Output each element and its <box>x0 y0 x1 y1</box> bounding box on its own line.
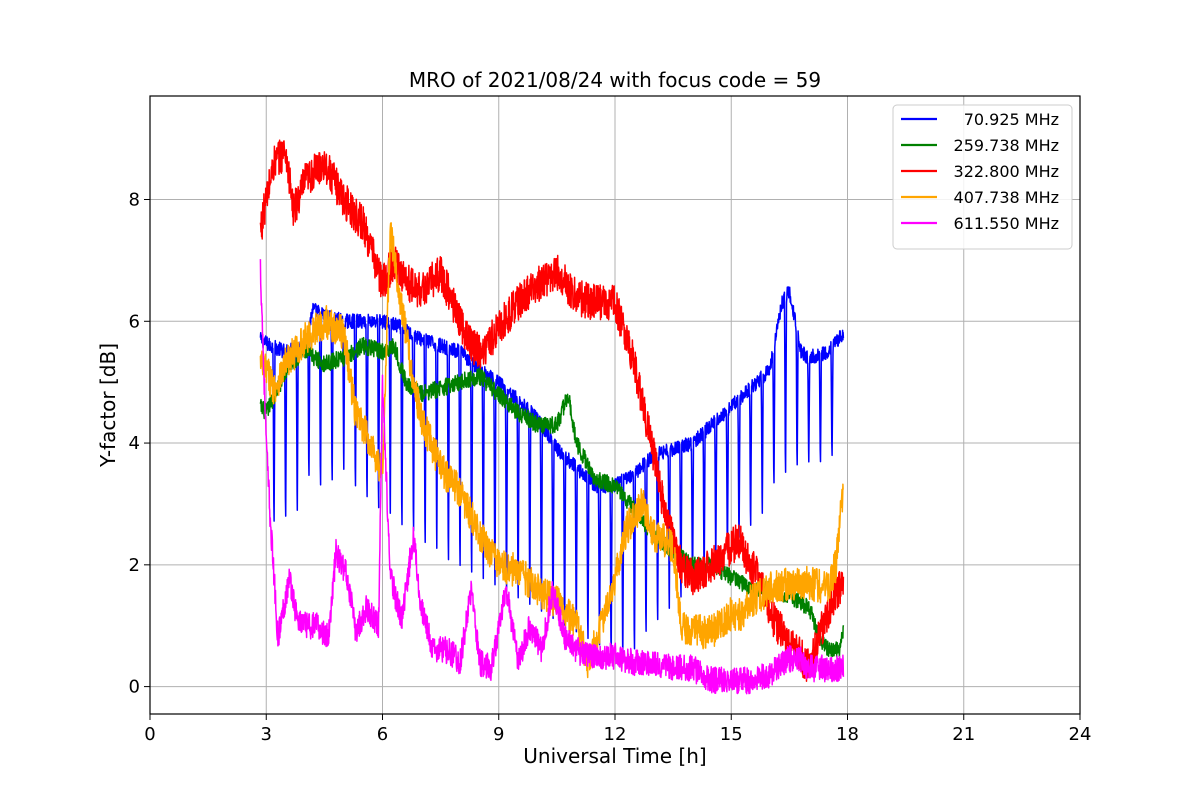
x-tick-label: 15 <box>720 724 743 745</box>
y-tick-label: 4 <box>129 433 140 454</box>
series-line <box>259 259 845 695</box>
chart-title: MRO of 2021/08/24 with focus code = 59 <box>409 68 821 92</box>
series-layer <box>259 139 845 695</box>
x-tick-label: 9 <box>493 724 504 745</box>
x-axis-label: Universal Time [h] <box>523 744 706 768</box>
y-axis-label: Y-factor [dB] <box>96 343 120 468</box>
x-tick-label: 6 <box>377 724 388 745</box>
legend-entry: 70.925 MHz <box>964 110 1059 129</box>
series-line <box>259 139 845 683</box>
y-tick-label: 6 <box>129 311 140 332</box>
x-tick-label: 0 <box>144 724 155 745</box>
legend-entry: 611.550 MHz <box>954 214 1059 233</box>
y-tick-label: 2 <box>129 555 140 576</box>
x-tick-label: 21 <box>952 724 975 745</box>
y-tick-label: 0 <box>129 677 140 698</box>
x-tick-label: 24 <box>1069 724 1092 745</box>
series-line <box>259 336 845 658</box>
legend-entry: 322.800 MHz <box>954 162 1059 181</box>
series-line <box>259 286 845 662</box>
x-axis: 0 3 6 9 12 15 18 21 24 <box>144 714 1091 745</box>
legend-entry: 407.738 MHz <box>954 188 1059 207</box>
y-tick-label: 8 <box>129 190 140 211</box>
legend: 70.925 MHz 259.738 MHz 322.800 MHz 407.738 … <box>892 104 1073 250</box>
x-tick-label: 3 <box>261 724 272 745</box>
y-axis: 0 2 4 6 8 <box>129 190 150 698</box>
x-tick-label: 18 <box>836 724 859 745</box>
legend-box <box>892 104 1073 250</box>
legend-entry: 259.738 MHz <box>954 136 1059 155</box>
x-tick-label: 12 <box>604 724 627 745</box>
